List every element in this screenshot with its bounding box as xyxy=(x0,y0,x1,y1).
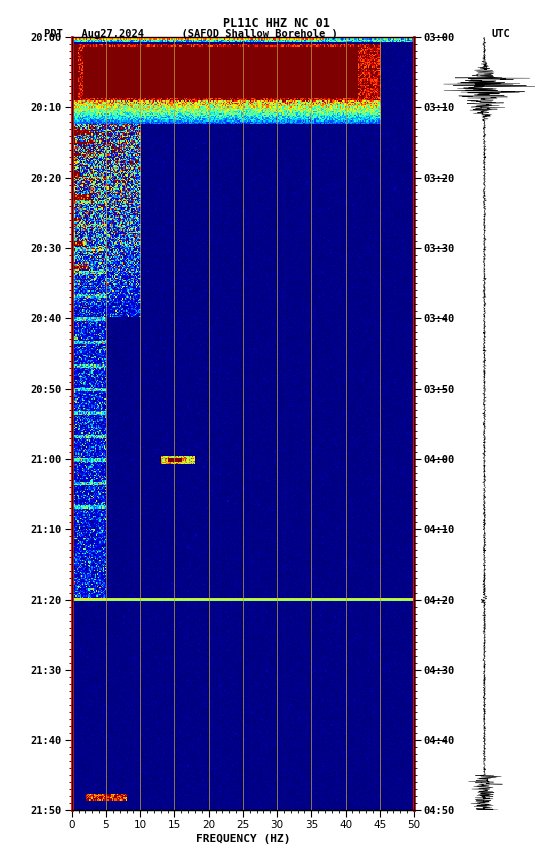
Text: PDT   Aug27,2024      (SAFOD Shallow Borehole ): PDT Aug27,2024 (SAFOD Shallow Borehole ) xyxy=(44,29,338,39)
Text: PL11C HHZ NC 01: PL11C HHZ NC 01 xyxy=(222,17,330,30)
X-axis label: FREQUENCY (HZ): FREQUENCY (HZ) xyxy=(195,835,290,844)
Text: UTC: UTC xyxy=(492,29,511,39)
